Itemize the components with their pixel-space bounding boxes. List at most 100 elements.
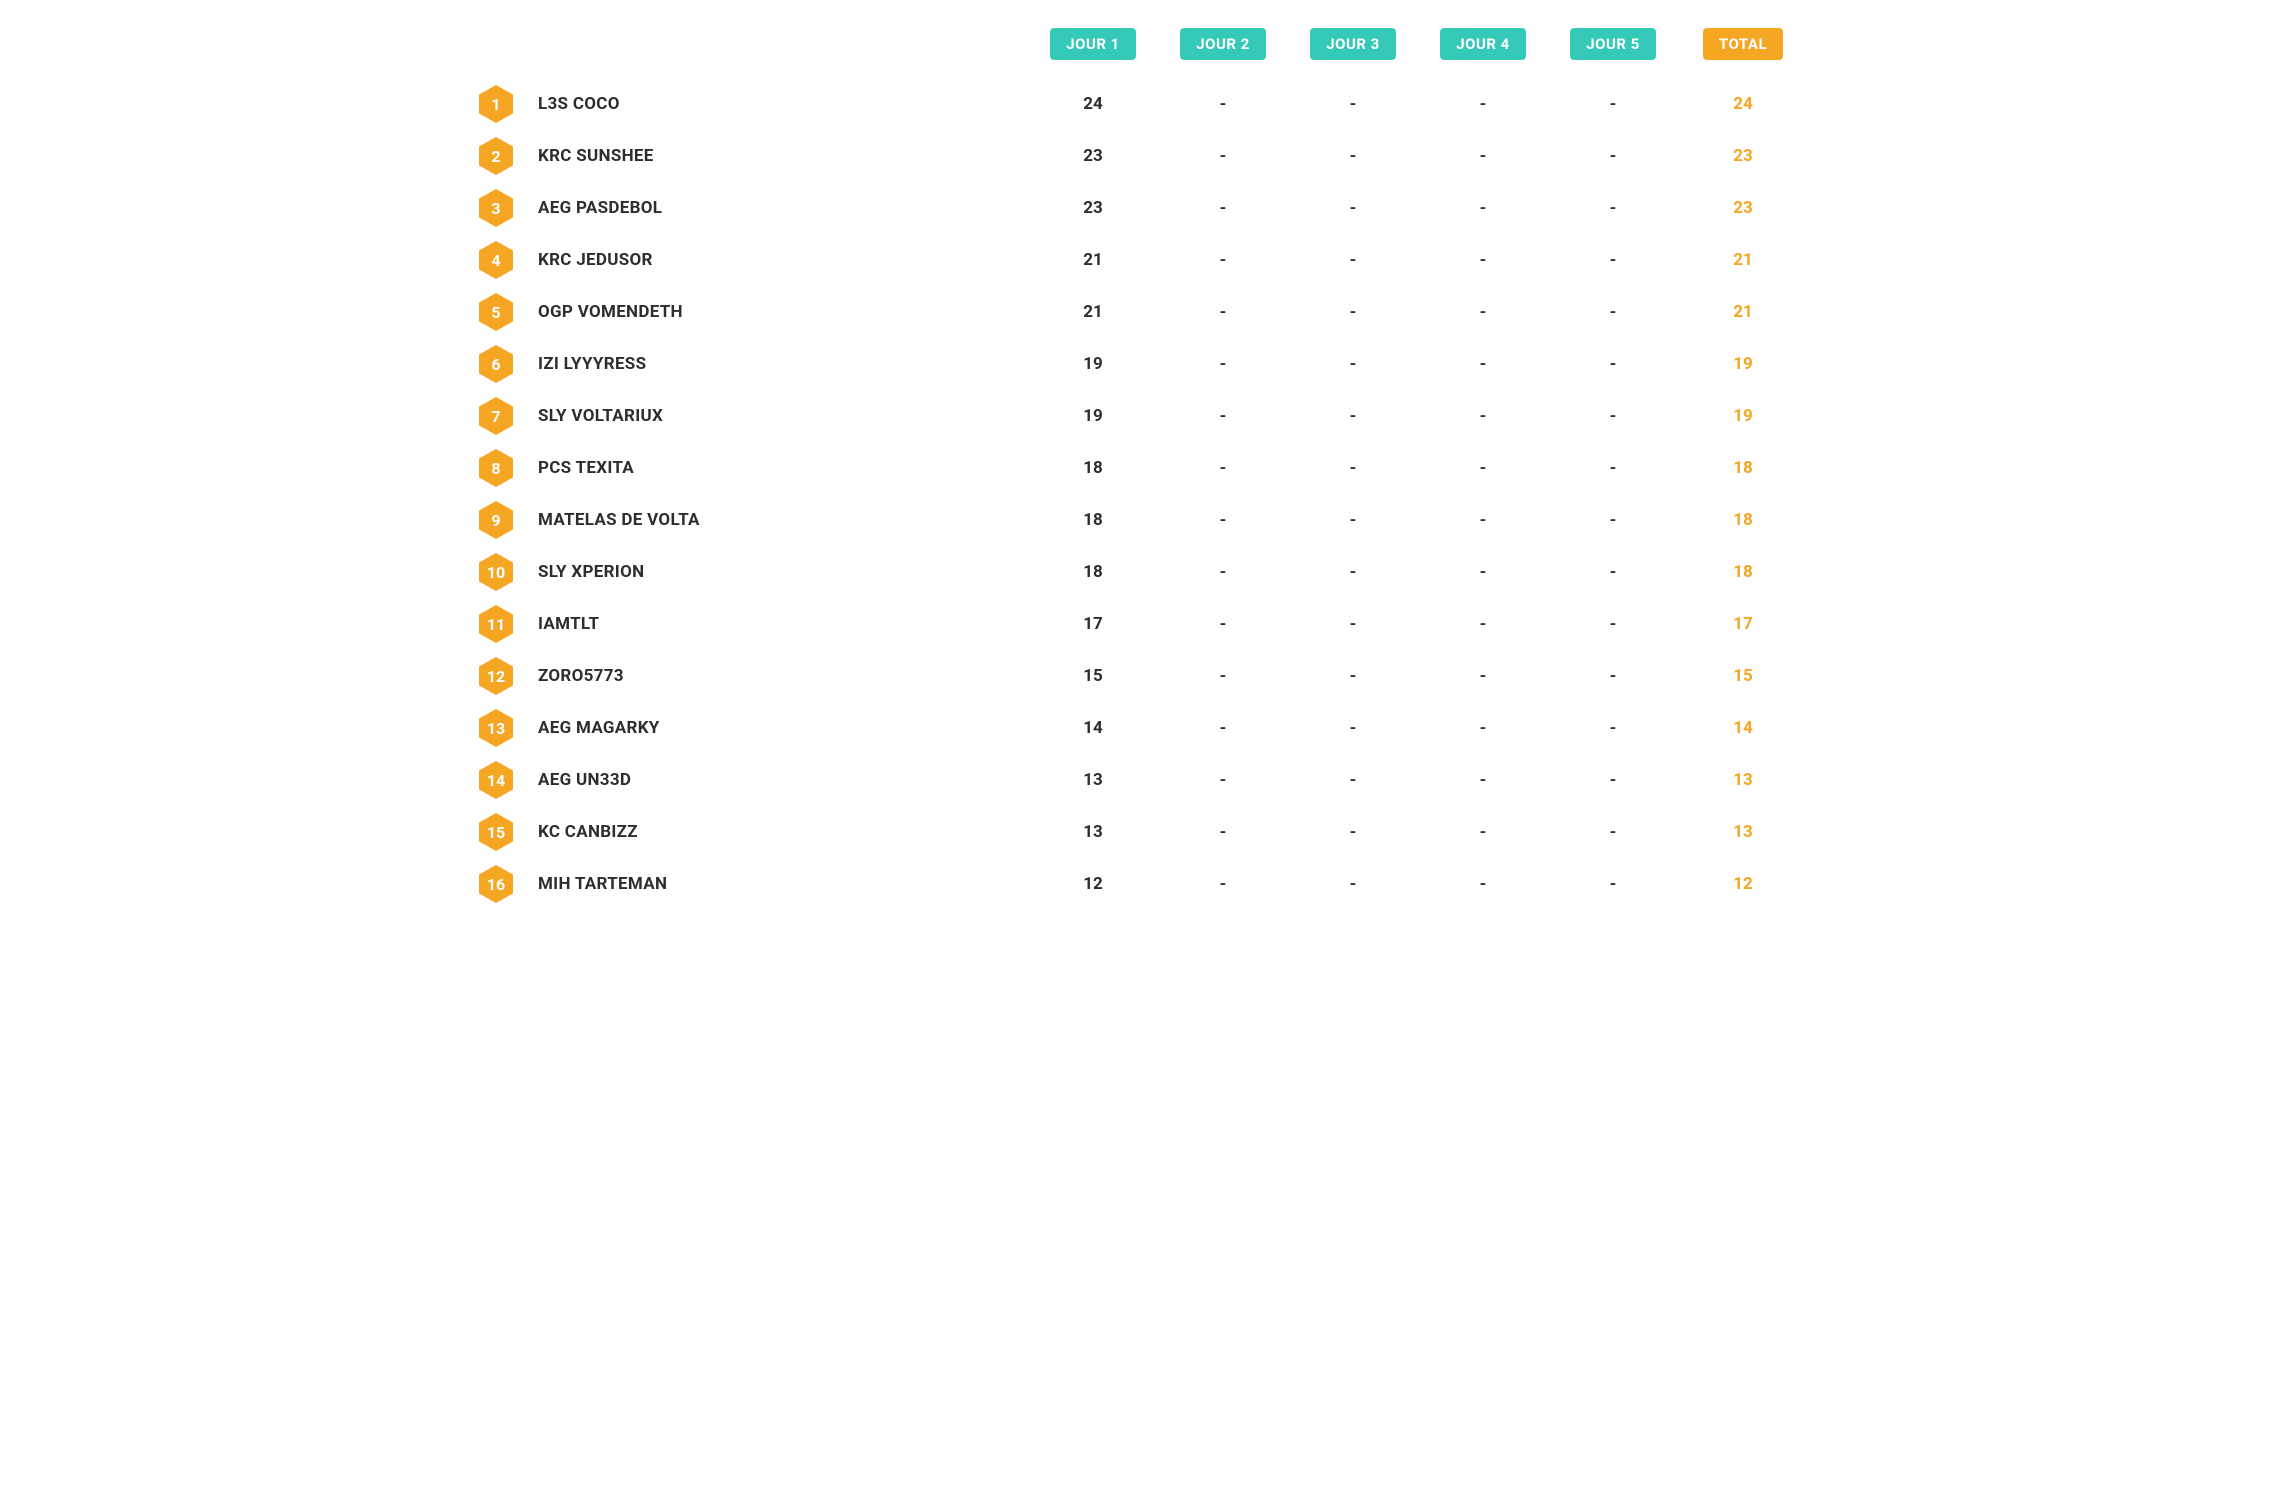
player-name: SLY VOLTARIUX: [524, 390, 1028, 442]
rank-number: 9: [491, 511, 500, 530]
header-name: [524, 20, 1028, 78]
header-day3-label: JOUR 3: [1310, 28, 1396, 60]
rank-number: 6: [491, 355, 500, 374]
total-score: 12: [1678, 858, 1808, 910]
rank-number: 10: [487, 563, 505, 582]
player-name: PCS TEXITA: [524, 442, 1028, 494]
score-day5: -: [1548, 130, 1678, 182]
score-day2: -: [1158, 754, 1288, 806]
header-day3: JOUR 3: [1288, 20, 1418, 78]
score-day1: 24: [1028, 78, 1158, 130]
score-day3: -: [1288, 858, 1418, 910]
header-total: TOTAL: [1678, 20, 1808, 78]
table-row: 5OGP VOMENDETH21----21: [468, 286, 1808, 338]
table-row: 2KRC SUNSHEE23----23: [468, 130, 1808, 182]
score-day2: -: [1158, 858, 1288, 910]
score-day1: 19: [1028, 338, 1158, 390]
total-score: 13: [1678, 754, 1808, 806]
rank-hexagon-icon: 11: [478, 604, 514, 644]
score-day1: 18: [1028, 546, 1158, 598]
score-day4: -: [1418, 650, 1548, 702]
score-day4: -: [1418, 598, 1548, 650]
score-day5: -: [1548, 390, 1678, 442]
score-day2: -: [1158, 598, 1288, 650]
rank-hexagon-icon: 14: [478, 760, 514, 800]
rank-cell: 4: [468, 234, 524, 286]
header-total-label: TOTAL: [1703, 28, 1783, 60]
score-day5: -: [1548, 806, 1678, 858]
score-day4: -: [1418, 442, 1548, 494]
rank-hexagon-icon: 16: [478, 864, 514, 904]
table-row: 8PCS TEXITA18----18: [468, 442, 1808, 494]
score-day1: 13: [1028, 806, 1158, 858]
score-day3: -: [1288, 234, 1418, 286]
score-day1: 21: [1028, 234, 1158, 286]
score-day4: -: [1418, 754, 1548, 806]
table-row: 7SLY VOLTARIUX19----19: [468, 390, 1808, 442]
score-day5: -: [1548, 234, 1678, 286]
total-score: 21: [1678, 234, 1808, 286]
table-row: 13AEG MAGARKY14----14: [468, 702, 1808, 754]
score-day3: -: [1288, 182, 1418, 234]
score-day1: 23: [1028, 182, 1158, 234]
player-name: AEG PASDEBOL: [524, 182, 1028, 234]
score-day1: 23: [1028, 130, 1158, 182]
score-day2: -: [1158, 546, 1288, 598]
score-day3: -: [1288, 442, 1418, 494]
table-row: 9MATELAS DE VOLTA18----18: [468, 494, 1808, 546]
rank-number: 7: [491, 407, 500, 426]
score-day4: -: [1418, 78, 1548, 130]
rank-hexagon-icon: 2: [478, 136, 514, 176]
player-name: SLY XPERION: [524, 546, 1028, 598]
rank-hexagon-icon: 1: [478, 84, 514, 124]
total-score: 14: [1678, 702, 1808, 754]
score-day2: -: [1158, 442, 1288, 494]
score-day2: -: [1158, 494, 1288, 546]
score-day2: -: [1158, 390, 1288, 442]
rank-number: 14: [487, 771, 505, 790]
score-day2: -: [1158, 650, 1288, 702]
rank-number: 11: [487, 615, 505, 634]
score-day2: -: [1158, 806, 1288, 858]
score-day3: -: [1288, 390, 1418, 442]
score-day4: -: [1418, 234, 1548, 286]
score-day4: -: [1418, 182, 1548, 234]
score-day2: -: [1158, 130, 1288, 182]
rank-cell: 3: [468, 182, 524, 234]
rank-hexagon-icon: 9: [478, 500, 514, 540]
total-score: 17: [1678, 598, 1808, 650]
score-day5: -: [1548, 546, 1678, 598]
score-day3: -: [1288, 806, 1418, 858]
rank-hexagon-icon: 5: [478, 292, 514, 332]
header-day1-label: JOUR 1: [1050, 28, 1136, 60]
player-name: L3S COCO: [524, 78, 1028, 130]
score-day1: 21: [1028, 286, 1158, 338]
score-day5: -: [1548, 338, 1678, 390]
table-row: 14AEG UN33D13----13: [468, 754, 1808, 806]
score-day2: -: [1158, 78, 1288, 130]
rank-hexagon-icon: 6: [478, 344, 514, 384]
rank-hexagon-icon: 4: [478, 240, 514, 280]
player-name: OGP VOMENDETH: [524, 286, 1028, 338]
total-score: 13: [1678, 806, 1808, 858]
score-day2: -: [1158, 338, 1288, 390]
table-row: 11IAMTLT17----17: [468, 598, 1808, 650]
rank-cell: 14: [468, 754, 524, 806]
table-row: 10SLY XPERION18----18: [468, 546, 1808, 598]
rank-hexagon-icon: 8: [478, 448, 514, 488]
total-score: 15: [1678, 650, 1808, 702]
score-day1: 17: [1028, 598, 1158, 650]
score-day5: -: [1548, 182, 1678, 234]
header-rank: [468, 20, 524, 78]
score-day1: 13: [1028, 754, 1158, 806]
total-score: 18: [1678, 442, 1808, 494]
player-name: MATELAS DE VOLTA: [524, 494, 1028, 546]
player-name: IZI LYYYRESS: [524, 338, 1028, 390]
score-day4: -: [1418, 702, 1548, 754]
total-score: 23: [1678, 130, 1808, 182]
header-row: JOUR 1 JOUR 2 JOUR 3 JOUR 4 JOUR 5 TOTAL: [468, 20, 1808, 78]
score-day3: -: [1288, 130, 1418, 182]
player-name: KRC JEDUSOR: [524, 234, 1028, 286]
score-day2: -: [1158, 234, 1288, 286]
table-row: 12ZORO577315----15: [468, 650, 1808, 702]
